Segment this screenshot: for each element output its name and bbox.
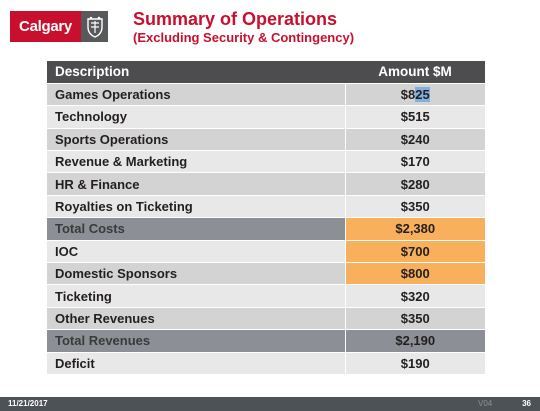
row-amount: $280: [344, 172, 485, 196]
table-row: Domestic Sponsors $800: [47, 262, 485, 286]
total-costs-row: Total Costs $2,380: [47, 217, 485, 241]
crest-shape: [86, 16, 103, 38]
row-amount-highlighted: $700: [344, 240, 485, 264]
row-amount: $350: [344, 307, 485, 331]
logo-wordmark: Calgary: [10, 11, 81, 42]
row-label: Total Revenues: [47, 329, 345, 353]
row-label: Other Revenues: [47, 307, 345, 331]
column-header-amount: Amount $M: [345, 61, 485, 84]
row-amount: $2,190: [344, 329, 485, 353]
row-label: Games Operations: [47, 83, 345, 107]
footer-date: 11/21/2017: [8, 399, 48, 408]
row-amount: $190: [344, 352, 485, 375]
selected-text[interactable]: 25: [415, 87, 430, 103]
row-label: Ticketing: [47, 284, 345, 308]
row-amount: $170: [344, 150, 485, 174]
table-row: Games Operations $825: [47, 83, 485, 107]
row-label: Deficit: [47, 352, 345, 375]
calgary-logo: Calgary: [10, 11, 108, 42]
row-amount: $240: [344, 128, 485, 152]
row-label: Technology: [47, 105, 345, 129]
column-header-description: Description: [47, 61, 345, 84]
slide-footer: 11/21/2017 V04 36: [0, 397, 540, 411]
amount-prefix: $8: [400, 87, 416, 103]
row-amount: $320: [344, 284, 485, 308]
row-label: IOC: [47, 240, 345, 264]
table-row: Other Revenues $350: [47, 307, 485, 331]
total-revenues-row: Total Revenues $2,190: [47, 329, 485, 353]
coat-of-arms-icon: [81, 11, 108, 42]
row-amount-highlighted: $2,380: [344, 217, 485, 241]
row-amount: $515: [344, 105, 485, 129]
footer-version: V04: [478, 399, 493, 408]
deficit-row: Deficit $190: [47, 352, 485, 375]
row-label: Sports Operations: [47, 128, 345, 152]
row-label: HR & Finance: [47, 172, 345, 196]
row-label: Revenue & Marketing: [47, 150, 345, 174]
page-number: 36: [522, 399, 531, 408]
row-amount-highlighted: $800: [344, 262, 485, 286]
row-amount[interactable]: $825: [344, 83, 485, 107]
table-row: HR & Finance $280: [47, 172, 485, 196]
table-row: Sports Operations $240: [47, 128, 485, 152]
row-amount: $350: [344, 195, 485, 219]
table-row: Technology $515: [47, 105, 485, 129]
operations-summary-table: Description Amount $M Games Operations $…: [47, 61, 485, 375]
table-row: Ticketing $320: [47, 284, 485, 308]
table-row: IOC $700: [47, 240, 485, 264]
table-header-row: Description Amount $M: [47, 61, 485, 84]
table-row: Revenue & Marketing $170: [47, 150, 485, 174]
page-title: Summary of Operations: [133, 9, 338, 29]
row-label: Domestic Sponsors: [47, 262, 345, 286]
row-label: Total Costs: [47, 217, 345, 241]
page-subtitle: (Excluding Security & Contingency): [133, 30, 355, 45]
row-label: Royalties on Ticketing: [47, 195, 345, 219]
table-row: Royalties on Ticketing $350: [47, 195, 485, 219]
